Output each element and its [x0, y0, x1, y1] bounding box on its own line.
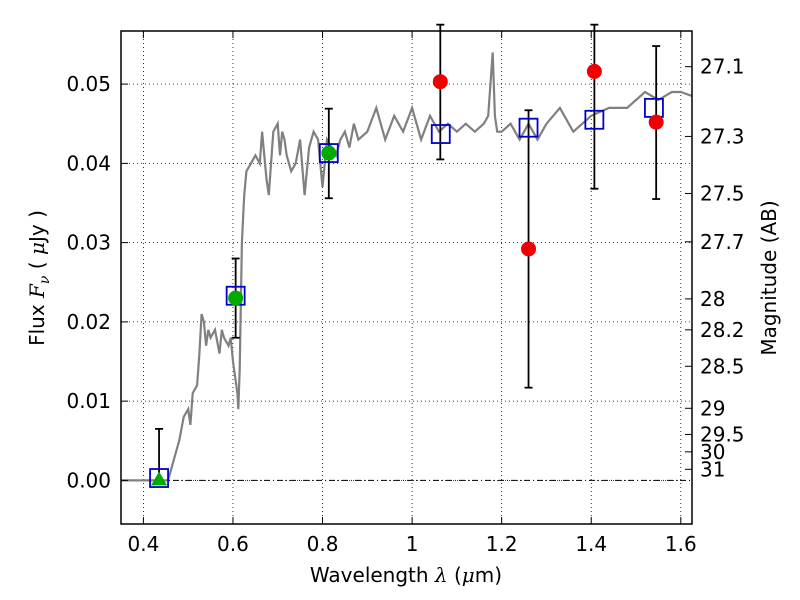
y2-tick-label: 27.1 — [700, 55, 745, 79]
model-spectrum-line — [121, 52, 693, 482]
y2-tick-label: 30 — [700, 440, 725, 464]
y2-tick-label: 28 — [700, 287, 725, 311]
y-axis-ticks: 0.00 0.01 0.02 0.03 0.04 0.05 — [66, 72, 128, 492]
x-tick-label: 1 — [406, 532, 419, 556]
x-tick-label: 1.4 — [575, 532, 607, 556]
model-photometry-square — [430, 124, 451, 144]
observed-red-point — [648, 114, 664, 130]
y-tick-label: 0.05 — [66, 72, 111, 96]
y2-tick-label: 28.2 — [700, 318, 745, 342]
y2-tick-label: 27.3 — [700, 124, 745, 148]
x-axis-label: Wavelength λ (μm) — [310, 563, 502, 587]
observed-red-point — [521, 241, 537, 257]
model-spectrum — [121, 52, 693, 482]
observed-green-triangle — [151, 471, 168, 486]
plot-frame — [120, 30, 693, 525]
model-photometry-squares — [149, 97, 664, 488]
y2-tick-label: 27.7 — [700, 230, 745, 254]
model-photometry-square — [584, 109, 605, 130]
x-tick-label: 1.2 — [486, 532, 518, 556]
plot-background — [121, 31, 692, 524]
observed-red-point — [586, 63, 602, 79]
model-photometry-square — [149, 468, 169, 488]
observed-red-point — [432, 74, 448, 90]
y2-tick-label: 27.5 — [700, 181, 745, 205]
y2-tick-label: 28.5 — [700, 354, 745, 378]
model-photometry-square — [318, 143, 339, 163]
y2-axis-label: Magnitude (AB) — [757, 200, 781, 355]
y-tick-label: 0.04 — [66, 151, 111, 175]
y-tick-label: 0.00 — [66, 468, 111, 492]
y-tick-label: 0.01 — [66, 389, 111, 413]
observed-green-point — [228, 290, 244, 306]
x-tick-label: 0.8 — [307, 532, 339, 556]
observed-red-points — [432, 63, 664, 257]
y2-tick-label: 29.5 — [700, 422, 745, 446]
x-tick-label: 0.4 — [127, 532, 159, 556]
x-tick-label: 0.6 — [217, 532, 249, 556]
observed-green-points — [151, 145, 337, 486]
y2-tick-label: 29 — [700, 396, 725, 420]
y-tick-label: 0.02 — [66, 310, 111, 334]
observed-green-point — [321, 145, 337, 161]
y-tick-label: 0.03 — [66, 231, 111, 255]
x-tick-label: 1.6 — [665, 532, 697, 556]
x-axis-ticks: 0.4 0.6 0.8 1 1.2 1.4 1.6 — [127, 31, 697, 556]
model-photometry-square — [518, 117, 539, 138]
y-axis-label: Flux Fν ( μJy ) — [25, 210, 53, 346]
y2-tick-label: 31 — [700, 457, 725, 481]
